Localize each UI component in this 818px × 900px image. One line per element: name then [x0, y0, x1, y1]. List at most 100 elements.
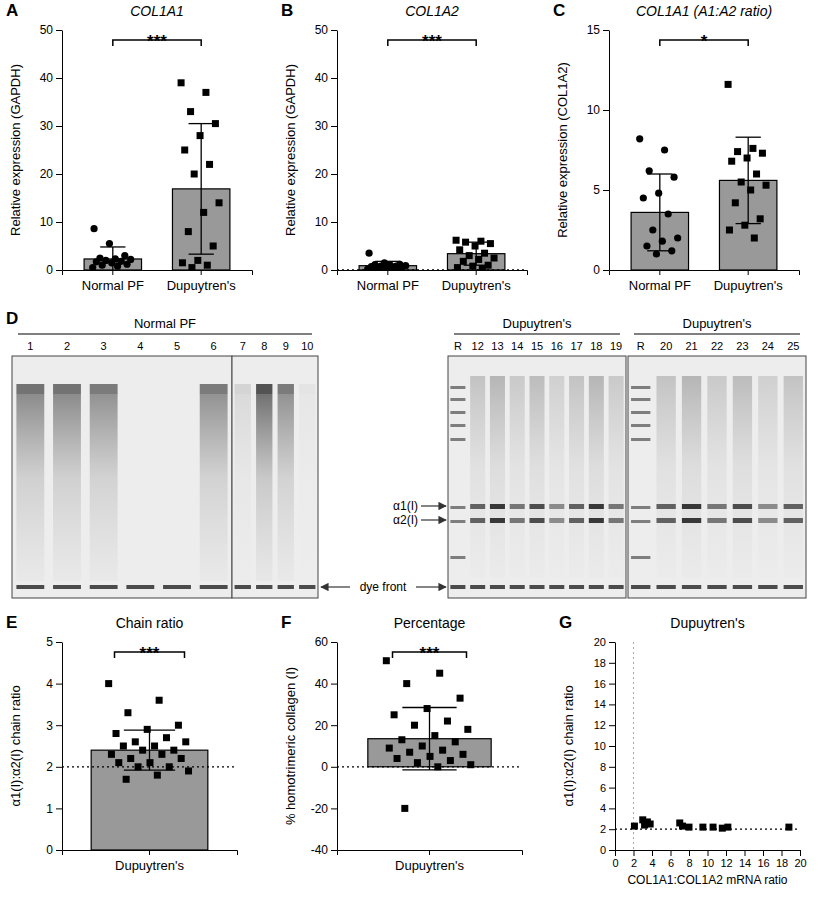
data-point — [158, 751, 165, 758]
gel-band — [510, 504, 525, 509]
x-tick: Dupuytren's — [395, 850, 464, 873]
gel-smear — [490, 376, 505, 578]
y-tick-mark — [603, 190, 609, 191]
gel-band — [758, 518, 777, 523]
x-tick-label: 10 — [702, 857, 714, 869]
plot-area — [615, 642, 800, 850]
y-tick: 0 — [321, 760, 337, 774]
gel-band — [529, 518, 544, 523]
data-point — [135, 763, 142, 770]
y-tick: 14 — [594, 698, 615, 710]
y-tick: 40 — [315, 71, 337, 85]
y-tick: 1 — [46, 802, 62, 816]
plot-area — [337, 657, 522, 812]
dye-front-band — [707, 585, 726, 589]
y-tick: 50 — [40, 23, 62, 37]
y-axis: 01020304050 — [40, 23, 63, 277]
error-bar-cap — [124, 769, 175, 770]
data-point — [643, 242, 650, 249]
x-tick: 20 — [794, 850, 806, 869]
gel-band — [569, 518, 584, 523]
data-point — [732, 199, 739, 206]
y-axis-line — [337, 643, 338, 851]
x-tick-label: Dupuytren's — [442, 278, 511, 293]
lane-label: 25 — [787, 340, 799, 352]
y-tick: 30 — [315, 119, 337, 133]
gel-band — [656, 518, 675, 523]
gel-smear — [682, 376, 701, 578]
x-tick: Dupuytren's — [115, 850, 184, 873]
data-point — [453, 237, 460, 244]
x-tick: Normal PF — [629, 270, 691, 293]
x-axis-title: COL1A1:COL1A2 mRNA ratio — [627, 873, 787, 887]
y-tick-mark — [609, 808, 615, 809]
error-bar — [375, 261, 400, 270]
data-point — [444, 718, 451, 725]
error-bar — [402, 708, 456, 770]
y-tick: 18 — [594, 657, 615, 669]
plot-area — [84, 79, 230, 270]
gel-ladder-band — [631, 506, 650, 509]
y-tick-mark — [609, 663, 615, 664]
gel-band — [733, 518, 752, 523]
y-axis-line — [62, 31, 63, 271]
significance-label: *** — [140, 644, 160, 663]
gel-band — [256, 384, 272, 394]
x-tick-label: 0 — [612, 857, 618, 869]
y-tick: 20 — [594, 636, 615, 648]
y-axis-line — [615, 643, 616, 851]
data-point — [151, 743, 158, 750]
y-tick: 0 — [600, 844, 615, 856]
data-point — [757, 215, 764, 222]
error-bar-stem — [112, 247, 113, 270]
data-point — [481, 250, 488, 257]
error-bar — [100, 247, 125, 270]
data-point — [679, 823, 686, 830]
panel-letter: E — [6, 613, 17, 632]
lane-label: 24 — [762, 340, 774, 352]
data-point — [710, 824, 717, 831]
data-point — [726, 227, 733, 234]
lane-label: 18 — [590, 340, 602, 352]
x-tick-mark — [149, 850, 150, 855]
dye-front-band — [53, 585, 81, 589]
y-tick: 40 — [40, 71, 62, 85]
data-point — [459, 751, 466, 758]
data-point — [472, 243, 479, 250]
data-point — [753, 171, 760, 178]
gel-band — [470, 518, 485, 523]
dye-front-band — [631, 585, 650, 589]
x-tick-label: 20 — [794, 857, 806, 869]
data-point — [170, 747, 177, 754]
chart-title: Percentage — [394, 615, 466, 631]
x-tick-label: Normal PF — [357, 278, 419, 293]
dye-front-arrow — [321, 586, 350, 587]
y-tick: 12 — [594, 719, 615, 731]
gel-background — [628, 356, 806, 598]
data-point — [108, 751, 115, 758]
lane-label: 13 — [491, 340, 503, 352]
data-point — [647, 821, 654, 828]
group-label: Dupuytren's — [683, 316, 752, 331]
y-axis-line — [337, 31, 338, 271]
y-tick-label: 12 — [594, 719, 606, 731]
error-bar-cap — [464, 265, 489, 266]
lane-label: 7 — [240, 340, 246, 352]
dye-front-band — [784, 585, 803, 589]
error-bar-stem — [201, 124, 202, 255]
x-tick: 6 — [668, 850, 674, 869]
data-point — [457, 695, 464, 702]
y-tick-label: 6 — [600, 782, 606, 794]
y-tick-mark — [609, 725, 615, 726]
gel-smear — [707, 376, 726, 578]
x-tick-mark — [748, 270, 749, 275]
y-tick-mark — [56, 808, 62, 809]
error-bar-cap — [402, 707, 456, 708]
band-label: α1(I) — [393, 499, 418, 513]
data-point — [636, 135, 643, 142]
data-point — [386, 745, 393, 752]
lane-label: 22 — [711, 340, 723, 352]
gel-smear — [549, 376, 564, 578]
y-tick: 6 — [600, 782, 615, 794]
lane-label: 16 — [551, 340, 563, 352]
